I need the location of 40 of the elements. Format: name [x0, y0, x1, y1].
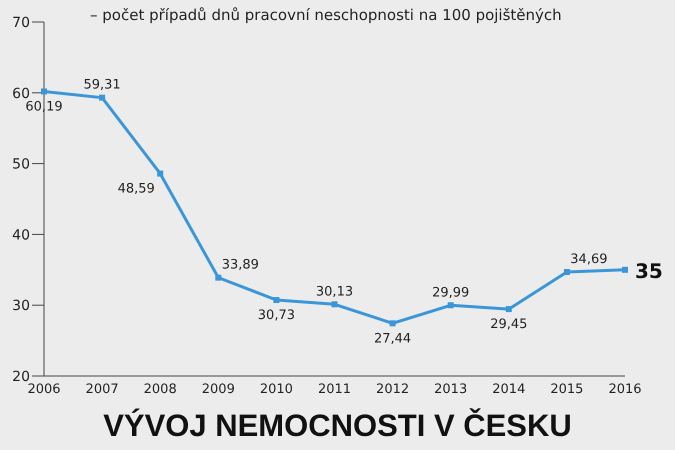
point — [332, 301, 338, 308]
x-tick-label: 2014 — [492, 382, 526, 398]
y-tick-label: 30 — [12, 298, 30, 314]
point — [564, 268, 570, 275]
x-tick-label: 2016 — [608, 382, 642, 398]
data-label: 30,73 — [258, 308, 296, 324]
x-tick-label: 2013 — [434, 382, 468, 398]
x-tick-label: 2006 — [27, 382, 61, 398]
y-tick-label: 20 — [12, 368, 30, 385]
y-tick-label: 40 — [12, 227, 30, 244]
point — [622, 266, 628, 273]
point — [157, 170, 164, 177]
data-label: 29,99 — [432, 285, 470, 300]
x-tick-label: 2011 — [318, 382, 352, 398]
data-label: 30,13 — [316, 284, 354, 300]
data-label: 27,44 — [374, 331, 412, 346]
point — [41, 88, 47, 94]
data-label: 29,45 — [490, 317, 528, 332]
point — [273, 297, 280, 304]
y-tick-label: 60 — [12, 86, 30, 102]
x-tick-label: 2009 — [202, 382, 235, 398]
y-tick-label: 50 — [12, 156, 30, 173]
x-tick-label: 2007 — [86, 382, 119, 398]
text: VÝVOJ NEMOCNOSTI V ČESKU — [102, 408, 573, 444]
data-label: 34,69 — [570, 252, 608, 267]
data-label: 33,89 — [222, 258, 259, 273]
x-tick-label: 2010 — [260, 382, 293, 398]
point — [448, 302, 454, 308]
chart-subtitle: – počet případů dnů pracovní neschopnosti na 100 pojištěných — [90, 6, 562, 24]
y-tick-label: 70 — [12, 14, 30, 31]
x-tick-label: 2015 — [550, 382, 584, 398]
point — [215, 274, 222, 281]
data-label: 48,59 — [118, 182, 155, 197]
data-label: 35 — [635, 258, 663, 283]
x-tick-label: 2012 — [376, 382, 410, 398]
x-tick-label: 2008 — [144, 382, 177, 398]
data-label: 59,31 — [83, 78, 121, 93]
point — [506, 306, 512, 312]
point — [390, 320, 396, 326]
point — [99, 94, 106, 101]
